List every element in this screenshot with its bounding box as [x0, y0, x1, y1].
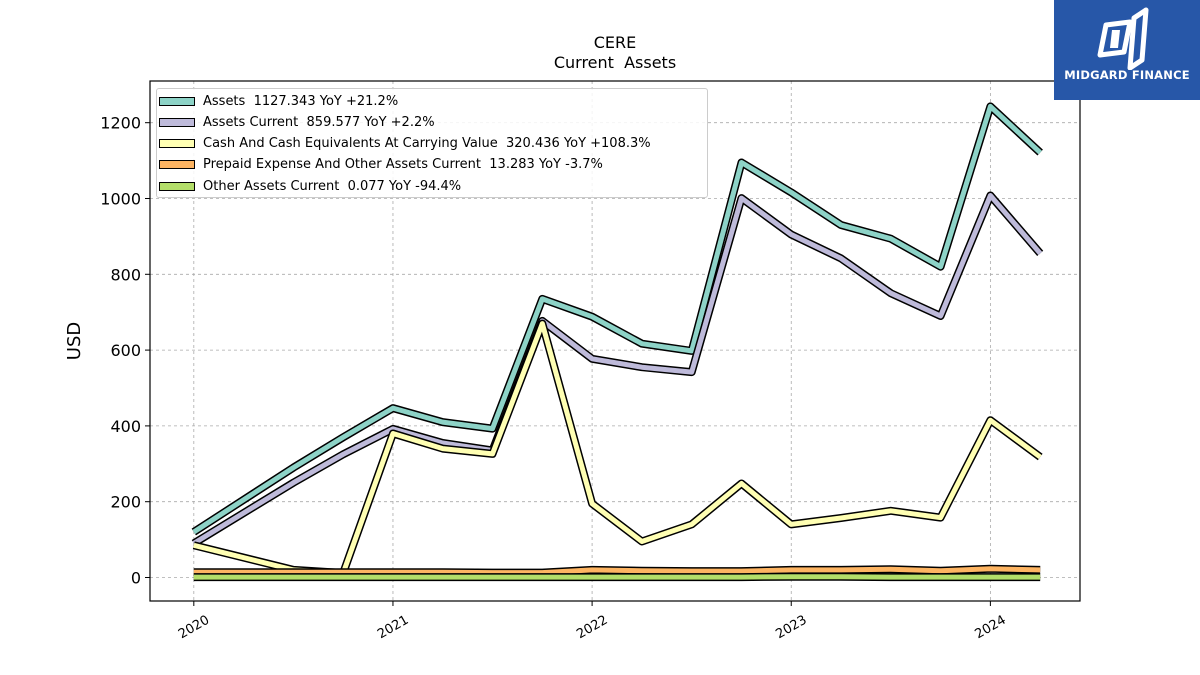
y-tick-label: 200: [110, 493, 141, 512]
x-tick-label: 2023: [773, 613, 809, 643]
legend-swatch: [159, 181, 195, 191]
y-tick-label: 800: [110, 265, 141, 284]
plot-frame: [149, 80, 1081, 602]
legend-label: Other Assets Current 0.077 YoY -94.4%: [203, 178, 462, 194]
x-tick-label: 2022: [574, 613, 610, 643]
legend-swatch: [159, 139, 195, 149]
series-lines: [191, 102, 1044, 582]
x-tick-label: 2021: [375, 613, 411, 643]
y-axis-label: USD: [64, 322, 85, 360]
legend-label: Prepaid Expense And Other Assets Current…: [203, 157, 603, 173]
brand-logo: MIDGARD FINANCE: [1054, 0, 1200, 100]
legend-item: Assets 1127.343 YoY +21.2%: [159, 92, 398, 110]
brand-name: MIDGARD FINANCE: [1064, 68, 1190, 82]
legend-swatch: [159, 160, 195, 170]
legend-swatch: [159, 96, 195, 106]
chart-subtitle: Current Assets: [554, 53, 676, 72]
y-tick-label: 600: [110, 341, 141, 360]
y-tick-label: 1000: [100, 189, 141, 208]
legend-label: Assets 1127.343 YoY +21.2%: [203, 93, 399, 109]
legend-item: Cash And Cash Equivalents At Carrying Va…: [159, 135, 651, 153]
x-tick-label: 2020: [176, 613, 212, 643]
y-tick-label: 0: [131, 569, 141, 588]
legend-item: Other Assets Current 0.077 YoY -94.4%: [159, 177, 461, 195]
legend-item: Prepaid Expense And Other Assets Current…: [159, 156, 603, 174]
legend-swatch: [159, 117, 195, 127]
chart-title: CERE: [594, 33, 637, 52]
y-tick-label: 1200: [100, 114, 141, 133]
logo-mark-icon: [1097, 7, 1149, 70]
x-tick-label: 2024: [973, 613, 1009, 643]
legend-label: Assets Current 859.577 YoY +2.2%: [203, 114, 435, 130]
y-tick-label: 400: [110, 417, 141, 436]
chart-legend: Assets 1127.343 YoY +21.2% Assets Current…: [156, 88, 708, 198]
legend-item: Assets Current 859.577 YoY +2.2%: [159, 113, 435, 131]
legend-label: Cash And Cash Equivalents At Carrying Va…: [203, 136, 651, 152]
